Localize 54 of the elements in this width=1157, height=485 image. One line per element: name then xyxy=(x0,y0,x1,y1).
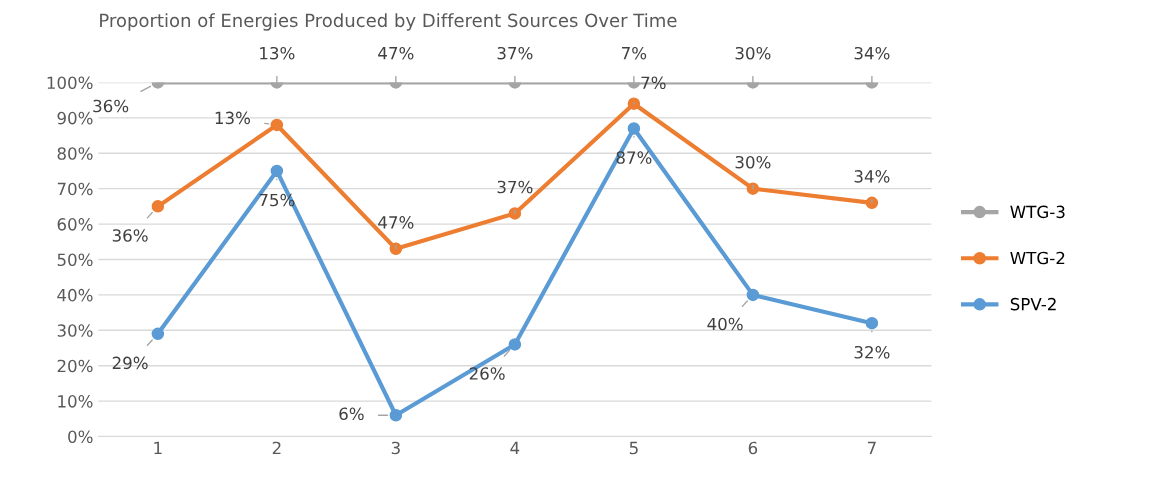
point xyxy=(270,164,284,178)
data-label: 6% xyxy=(339,407,364,421)
point xyxy=(389,409,403,422)
annotation: 37% xyxy=(497,46,533,60)
y-tick-label: 100% xyxy=(47,76,93,90)
data-label: 26% xyxy=(469,367,505,380)
annotation: 47% xyxy=(378,46,414,60)
annotation: 47% xyxy=(378,216,414,229)
x-tick-label: 1 xyxy=(154,441,162,455)
y-tick-label: 20% xyxy=(57,359,93,373)
y-tick-label: 60% xyxy=(57,218,93,231)
y-tick-label: 30% xyxy=(57,324,93,337)
point xyxy=(151,200,165,213)
x-tick-label: 2 xyxy=(272,441,281,455)
point xyxy=(627,122,641,135)
y-tick-label: 80% xyxy=(57,147,93,160)
point xyxy=(151,327,165,341)
x-tick-label: 3 xyxy=(391,441,400,455)
point xyxy=(389,242,403,256)
annotation: 34% xyxy=(854,170,890,183)
point xyxy=(270,118,284,132)
data-label: 32% xyxy=(854,345,890,359)
point xyxy=(746,288,760,302)
annotation: 30% xyxy=(735,155,771,169)
data-label: 40% xyxy=(707,317,743,331)
point xyxy=(508,207,522,220)
y-tick-label: 40% xyxy=(57,288,93,302)
x-tick-label: 4 xyxy=(510,441,520,455)
annotation: 7% xyxy=(641,76,666,90)
y-tick-label: 50% xyxy=(57,253,93,267)
y-tick-label: 10% xyxy=(58,395,93,408)
y-tick-label: 90% xyxy=(57,111,93,125)
y-tick-label: 0% xyxy=(68,430,93,444)
x-tick-label: 7 xyxy=(867,441,876,455)
point xyxy=(508,338,522,351)
annotation: 37% xyxy=(497,180,533,194)
annotation: 36% xyxy=(112,229,148,242)
point xyxy=(865,316,879,330)
point xyxy=(746,182,760,195)
point xyxy=(865,196,879,210)
annotation: 7% xyxy=(622,46,647,60)
annotation: 13% xyxy=(260,46,295,60)
legend-label: SPV-2 xyxy=(1010,297,1056,311)
annotation: 34% xyxy=(854,46,890,60)
y-tick-label: 70% xyxy=(57,182,93,196)
annotation: 13% xyxy=(215,111,251,125)
legend-label: WTG-2 xyxy=(1010,251,1065,265)
x-tick-label: 6 xyxy=(748,441,758,455)
data-label: 29% xyxy=(112,356,148,370)
legend-label: WTG-3 xyxy=(1010,205,1065,219)
x-tick-label: 5 xyxy=(629,441,638,455)
chart-title: Proportion of Energies Produced by Different Sources Over Time xyxy=(100,13,677,31)
annotation: 36% xyxy=(93,99,129,113)
annotation: 30% xyxy=(735,46,771,60)
